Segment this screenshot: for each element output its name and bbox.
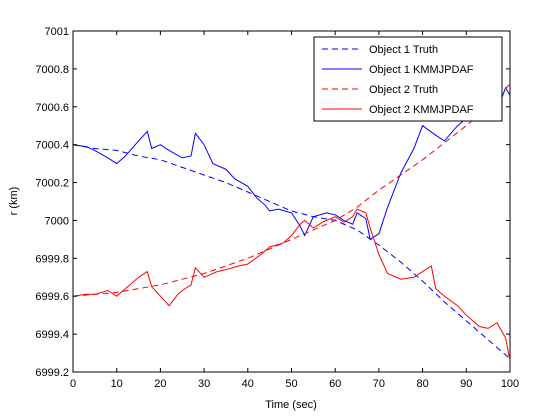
legend-box — [313, 36, 503, 122]
y-tick-label: 7000.6 — [35, 102, 69, 114]
x-tick-label: 90 — [460, 378, 472, 390]
x-tick-label: 10 — [111, 378, 123, 390]
x-tick-label: 70 — [373, 378, 385, 390]
x-tick-label: 50 — [285, 378, 297, 390]
y-tick-label: 7000.2 — [35, 178, 69, 190]
x-tick-label: 30 — [198, 378, 210, 390]
y-tick-label: 7000.4 — [35, 140, 69, 152]
x-tick-label: 40 — [242, 378, 254, 390]
y-tick-label: 6999.6 — [35, 291, 69, 303]
x-tick-label: 60 — [329, 378, 341, 390]
y-tick-label: 6999.2 — [35, 367, 69, 379]
series-layer — [72, 83, 511, 361]
legend-label-4: Object 2 KMMJPDAF — [369, 104, 474, 116]
legend: Object 1 Truth Object 1 KMMJPDAF Object 2 … — [313, 36, 503, 122]
y-tick-label: 6999.8 — [35, 253, 69, 265]
legend-label-3: Object 2 Truth — [369, 84, 438, 96]
y-tick-label: 7000.8 — [35, 64, 69, 76]
legend-label-1: Object 1 Truth — [369, 44, 438, 56]
ticks-layer: 0 10 20 30 40 50 60 70 80 90 100 6999.2 6999.4 6999.6… — [35, 26, 519, 390]
x-tick-label: 0 — [70, 378, 76, 390]
x-tick-label: 20 — [154, 378, 166, 390]
x-axis-label: Time (sec) — [265, 399, 317, 411]
series-line-1 — [72, 144, 511, 360]
x-tick-label: 100 — [501, 378, 519, 390]
series-line-3 — [72, 83, 511, 297]
y-tick-label: 7000 — [45, 215, 69, 227]
legend-label-2: Object 1 KMMJPDAF — [369, 64, 474, 76]
x-tick-label: 80 — [416, 378, 428, 390]
y-tick-label: 6999.4 — [35, 329, 69, 341]
series-line-2 — [72, 86, 511, 241]
y-axis-label: r (km) — [8, 187, 20, 216]
series-line-4 — [72, 208, 511, 361]
y-tick-label: 7001 — [45, 26, 69, 38]
